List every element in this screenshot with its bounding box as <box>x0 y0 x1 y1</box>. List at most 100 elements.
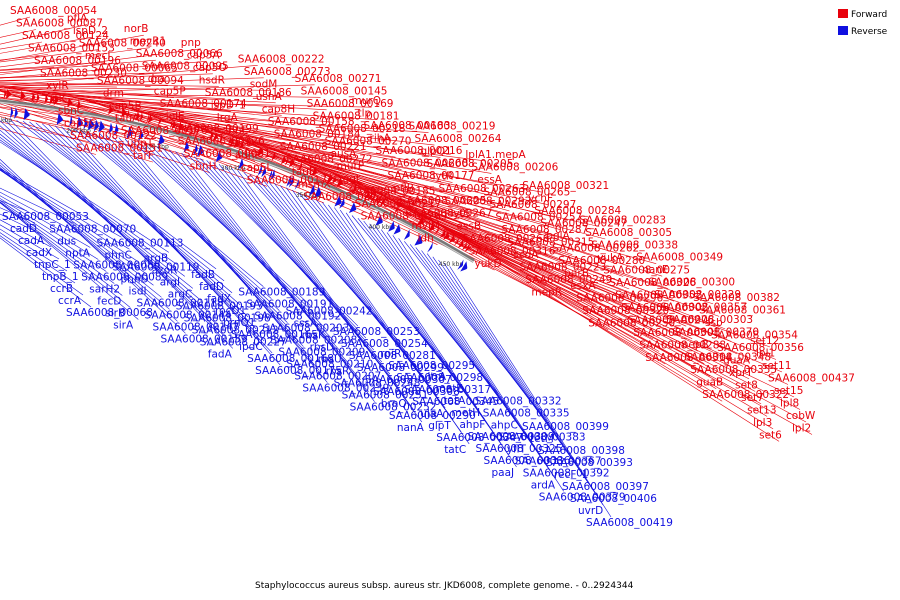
forward-gene-label: ispD_1 <box>211 99 246 111</box>
forward-gene-label: SAA6008_00221 <box>280 141 367 153</box>
forward-leader-line <box>202 126 492 174</box>
reverse-leader-line <box>0 213 44 236</box>
forward-gene-label: SAA6008_00266 <box>463 233 550 245</box>
genome-backbone <box>0 99 475 263</box>
reverse-gene-label: brnQ <box>381 398 407 410</box>
reverse-gene <box>308 184 315 196</box>
forward-gene-label: cap5O <box>193 62 227 74</box>
forward-gene <box>135 111 141 121</box>
forward-leader-line <box>0 86 270 91</box>
forward-gene-label: SAA6008_00184 <box>274 128 361 140</box>
reverse-gene-label: rbsK <box>302 330 326 342</box>
forward-gene-label: hsdR <box>199 74 225 86</box>
forward-gene-label: lplA1.mepA <box>465 149 526 161</box>
reverse-gene-label: tetM <box>530 433 554 445</box>
forward-gene-label: SAA6008_00257 <box>495 211 582 223</box>
forward-leader-line <box>305 161 612 252</box>
reverse-leader-line <box>67 127 281 366</box>
reverse-gene <box>93 119 99 132</box>
reverse-leader-line <box>93 132 288 323</box>
reverse-gene <box>393 223 401 235</box>
forward-gene-label: SAA6008_00265 <box>483 186 570 198</box>
forward-gene-label: SAA6008_00287 <box>501 224 588 236</box>
forward-gene-label: set13 <box>747 404 776 416</box>
forward-gene-label: lytR <box>433 171 454 183</box>
forward-gene-label: SAA6008_00322 <box>702 389 789 401</box>
reverse-leader-line <box>112 135 312 359</box>
reverse-gene <box>414 234 423 246</box>
forward-gene <box>169 119 173 130</box>
reverse-gene-label: ahpF <box>460 419 486 431</box>
forward-gene <box>121 107 128 118</box>
forward-gene-label: iolE <box>166 111 185 123</box>
forward-gene-label: SAA6008_00292 <box>445 196 532 208</box>
forward-gene <box>209 130 215 141</box>
forward-gene-label: SAA6008_00174 <box>160 98 247 110</box>
forward-gene <box>77 99 81 110</box>
reverse-gene-label: SAA6008_00298 <box>396 372 483 384</box>
forward-leader-line <box>99 101 378 120</box>
forward-leader-line <box>0 89 243 137</box>
forward-leader-line <box>69 96 351 161</box>
forward-gene-label: sbnC <box>58 105 84 117</box>
forward-leader-line <box>401 204 726 330</box>
reverse-leader-line <box>193 156 367 339</box>
reverse-gene-label: SAA6008_00392 <box>523 467 610 479</box>
forward-gene <box>440 229 446 238</box>
forward-gene-label: tlp <box>358 108 372 120</box>
forward-leader-line <box>297 158 600 227</box>
scale-tick-label: 150 kbp <box>0 117 12 124</box>
reverse-gene-label: SAA6008_00345 <box>412 396 499 408</box>
forward-leader-line <box>455 233 795 398</box>
reverse-gene-label: fadA <box>208 348 233 360</box>
reverse-gene-label: ipdC <box>239 341 263 353</box>
forward-gene-label: esxA <box>570 280 596 292</box>
forward-gene-label: SAA6008_00321 <box>522 180 609 192</box>
reverse-gene-label: recF_1 <box>554 469 588 481</box>
forward-leader-line <box>0 82 168 86</box>
forward-leader-line <box>60 94 339 136</box>
reverse-gene-label: fecD <box>97 296 121 308</box>
forward-gene <box>3 88 7 99</box>
forward-gene-label: parB <box>564 268 589 280</box>
forward-gene-label: msmX <box>298 178 331 190</box>
forward-gene <box>5 88 13 99</box>
forward-gene-label: SAA6008_00172 <box>247 174 334 186</box>
reverse-gene <box>76 116 84 129</box>
reverse-gene-label: SAA6008_00144 <box>145 309 232 321</box>
forward-gene-label: ychF <box>528 193 553 205</box>
forward-gene-label: SAA6008_00094 <box>97 75 184 87</box>
forward-gene-label: yukA <box>597 252 624 264</box>
forward-leader-line <box>260 145 561 230</box>
forward-leader-line <box>0 24 87 45</box>
forward-gene-label: scdA <box>513 249 539 261</box>
forward-gene-label: SAA6008_00355 <box>690 364 777 376</box>
reverse-gene <box>126 126 134 139</box>
reverse-gene-label: cadX <box>26 247 52 259</box>
reverse-gene <box>193 143 198 156</box>
reverse-gene-label: SAA6008_00325 <box>476 443 563 455</box>
forward-gene <box>212 131 219 142</box>
forward-gene-label: SAA6008_00314 <box>645 352 732 364</box>
reverse-leader-line <box>334 207 501 444</box>
forward-gene <box>454 237 460 246</box>
forward-gene-label: SAA6008_00348 <box>684 352 771 364</box>
forward-gene-label: sasD <box>229 137 254 149</box>
reverse-leader-line <box>339 209 509 456</box>
legend-reverse-label: Reverse <box>851 27 888 37</box>
forward-leader-line <box>362 185 681 314</box>
reverse-gene-label: argC <box>168 288 193 300</box>
forward-gene-label: rihA <box>370 133 392 145</box>
forward-gene-label: SAA6008_00218 <box>319 123 406 135</box>
forward-gene-label: sbnE <box>223 124 248 136</box>
forward-gene <box>271 151 277 161</box>
forward-gene <box>428 222 436 232</box>
reverse-gene-label: isdI <box>129 285 147 297</box>
reverse-leader-line <box>304 194 461 384</box>
forward-leader-line <box>47 92 321 98</box>
forward-gene-label: SAA6008_00297 <box>489 199 576 211</box>
forward-gene-label: pflB <box>394 183 414 195</box>
forward-gene <box>20 90 26 101</box>
